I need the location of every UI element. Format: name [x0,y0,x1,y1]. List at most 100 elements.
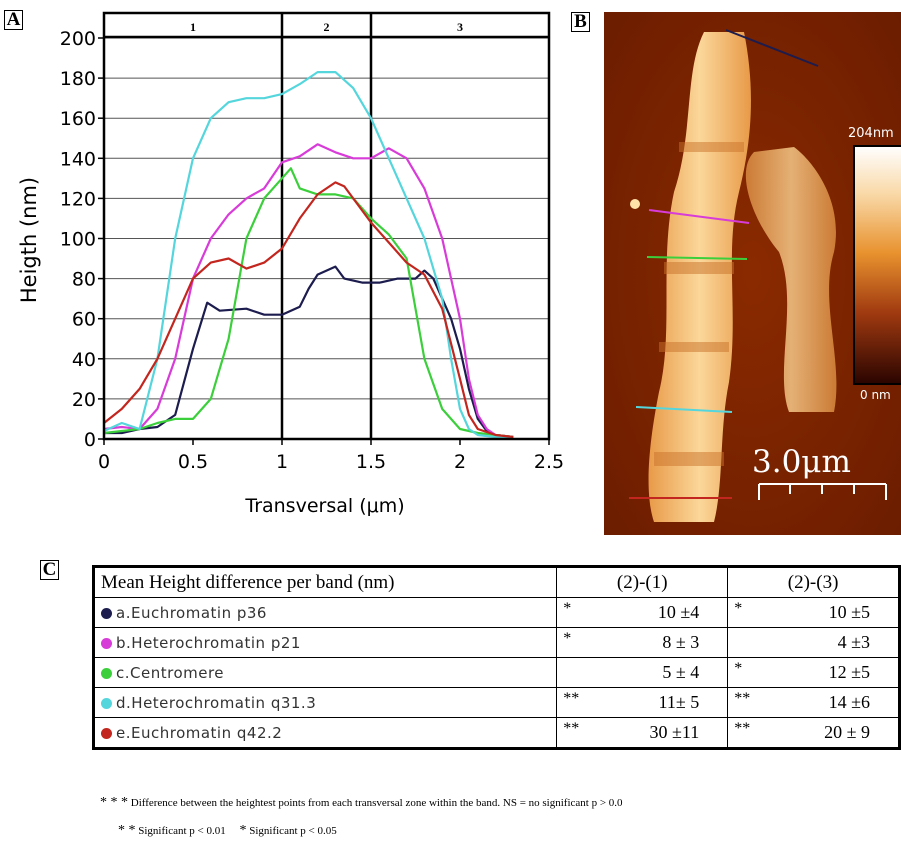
y-tick-label: 40 [72,349,96,371]
diff-2-1-cell: * 10 ±4 [556,597,729,628]
height-scale-bar [853,145,901,385]
footnote-1-text: Difference between the heightest points … [130,797,623,809]
x-tick-label: 2.5 [534,451,564,473]
y-tick-label: 100 [60,229,96,251]
diff-2-3-cell: 4 ±3 [727,627,900,658]
chart-series [103,70,514,439]
band-label-cell: c.Centromere [92,657,558,688]
panel-label-b: B [571,12,590,32]
x-tick-label: 1.5 [356,451,386,473]
band-label-cell: a.Euchromatin p36 [92,597,558,628]
diff-2-3-cell: * 12 ±5 [727,657,900,688]
y-tick-label: 140 [60,148,96,170]
zone-label: 3 [457,20,463,34]
table-row: d.Heterochromatin q31.3 ** 11± 5 ** 14 ±6 [92,687,900,718]
zone-label: 1 [190,20,196,34]
y-tick-label: 180 [60,68,96,90]
y-tick-label: 20 [72,389,96,411]
diff-2-1-value: 5 ± 4 [662,662,700,682]
diff-2-3-value: 20 ± 9 [824,722,870,742]
height-difference-table: Mean Height difference per band (nm) (2)… [92,565,901,750]
table-header-row: Mean Height difference per band (nm) (2)… [92,566,900,598]
diff-2-1-cell: ** 11± 5 [556,687,729,718]
band-label: c.Centromere [116,663,225,682]
chromosome-bands [654,142,744,466]
significance-mark: * [734,600,743,617]
series-line-e [103,181,514,439]
profile-line-c [646,256,748,260]
band-label: a.Euchromatin p36 [116,603,267,622]
length-scale-bar [758,483,887,500]
table-header-zone-2-1: (2)-(1) [556,566,729,598]
diff-2-3-value: 14 ±6 [828,692,870,712]
series-line-b [103,143,514,439]
profile-line-a [725,29,819,67]
table-row: e.Euchromatin q42.2 ** 30 ±11 ** 20 ± 9 [92,717,900,749]
series-color-dot-d [101,697,112,709]
band-label: b.Heterochromatin p21 [116,633,301,652]
scale-bar-label: 3.0μm [752,444,851,480]
table-header-label: Mean Height difference per band (nm) [92,566,558,598]
diff-2-3-value: 10 ±5 [828,602,870,622]
panel-label-c: C [40,560,59,580]
x-tick-label: 0.5 [178,451,208,473]
footnote-1-stars: * * * [100,795,128,810]
significance-mark: ** [563,690,580,707]
afm-chromosome-image: 204nm 0 nm 3.0μm [604,12,901,535]
diff-2-3-cell: ** 20 ± 9 [727,717,900,749]
height-profile-chart: 1 2 3 0 20 40 60 80 100 120 140 160 180 200 0 0.5 1 1.5 2… [17,11,564,517]
diff-2-3-cell: * 10 ±5 [727,597,900,628]
scale-bottom-label: 0 nm [860,388,891,402]
band-label: d.Heterochromatin q31.3 [116,693,317,712]
series-color-dot-a [101,607,112,619]
band-label: e.Euchromatin q42.2 [116,723,283,742]
y-tick-label: 0 [84,429,96,451]
profile-line-d [635,406,733,413]
significance-mark: ** [563,720,580,737]
axis-ticks: 0 20 40 60 80 100 120 140 160 180 200 0 0.5 1 1.5 2 2.5 [60,28,564,473]
footnote-3-text: Significant p < 0.05 [249,825,337,837]
diff-2-3-value: 12 ±5 [828,662,870,682]
afm-particle [630,199,640,209]
significance-mark: * [563,630,572,647]
x-tick-label: 1 [276,451,288,473]
x-tick-label: 2 [454,451,466,473]
series-color-dot-c [101,667,112,679]
diff-2-1-value: 8 ± 3 [662,632,700,652]
chromosome-left [648,32,751,522]
zone-dividers [280,13,373,439]
series-line-a [104,265,514,439]
diff-2-1-cell: 5 ± 4 [556,657,729,688]
band-label-cell: d.Heterochromatin q31.3 [92,687,558,718]
band-label-cell: b.Heterochromatin p21 [92,627,558,658]
significance-mark: * [563,600,572,617]
diff-2-3-cell: ** 14 ±6 [727,687,900,718]
profile-line-b [648,209,750,224]
panel-label-a: A [4,10,23,30]
series-color-dot-e [101,727,112,739]
chromosome-right [745,147,837,412]
diff-2-1-value: 10 ±4 [657,602,700,622]
significance-mark: ** [734,720,751,737]
y-tick-label: 200 [60,28,96,50]
scale-top-label: 204nm [848,126,894,141]
footnote-3-stars: * [239,823,247,838]
significance-mark: * [734,660,743,677]
zone-labels: 1 2 3 [190,20,463,34]
diff-2-1-cell: ** 30 ±11 [556,717,729,749]
y-tick-label: 80 [72,269,96,291]
series-color-dot-b [101,637,112,649]
footnote-1: * * * Difference between the heightest p… [100,795,623,811]
y-tick-label: 160 [60,108,96,130]
series-line-c [103,167,514,439]
y-tick-label: 120 [60,188,96,210]
diff-2-1-value: 30 ±11 [649,722,700,742]
y-axis-label: Heigth (nm) [17,177,41,303]
band-label-cell: e.Euchromatin q42.2 [92,717,558,749]
x-tick-label: 0 [98,451,110,473]
diff-2-1-cell: * 8 ± 3 [556,627,729,658]
footnote-2: * * Significant p < 0.01 * Significant p… [118,823,337,839]
footnote-2-text: Significant p < 0.01 [138,825,226,837]
y-tick-label: 60 [72,309,96,331]
diff-2-3-value: 4 ±3 [837,632,870,652]
